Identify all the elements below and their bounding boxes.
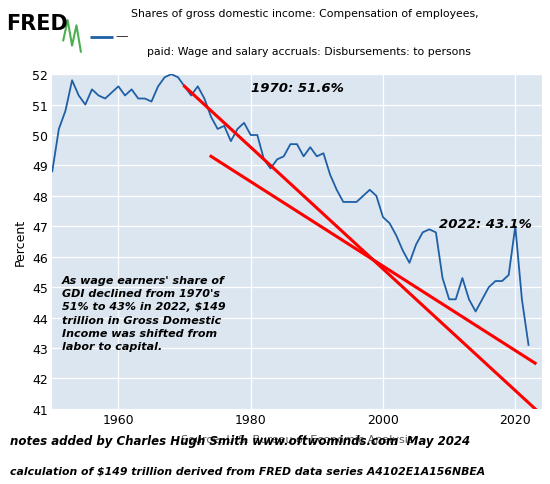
Text: 2022: 43.1%: 2022: 43.1% bbox=[439, 217, 532, 230]
Text: —: — bbox=[116, 30, 128, 43]
Text: paid: Wage and salary accruals: Disbursements: to persons: paid: Wage and salary accruals: Disburse… bbox=[147, 46, 471, 57]
Text: Source: U.S. Bureau of Economic Analysis: Source: U.S. Bureau of Economic Analysis bbox=[181, 434, 413, 444]
Text: Shares of gross domestic income: Compensation of employees,: Shares of gross domestic income: Compens… bbox=[131, 9, 478, 19]
Text: calculation of $149 trillion derived from FRED data series A4102E1A156NBEA: calculation of $149 trillion derived fro… bbox=[10, 466, 485, 476]
Y-axis label: Percent: Percent bbox=[14, 218, 26, 266]
Text: As wage earners' share of
GDI declined from 1970's
51% to 43% in 2022, $149
tril: As wage earners' share of GDI declined f… bbox=[62, 275, 226, 351]
Text: notes added by Charles Hugh Smith www.oftwominds.com  May 2024: notes added by Charles Hugh Smith www.of… bbox=[10, 435, 470, 447]
Text: FRED: FRED bbox=[7, 14, 68, 33]
Text: 1970: 51.6%: 1970: 51.6% bbox=[251, 82, 344, 95]
